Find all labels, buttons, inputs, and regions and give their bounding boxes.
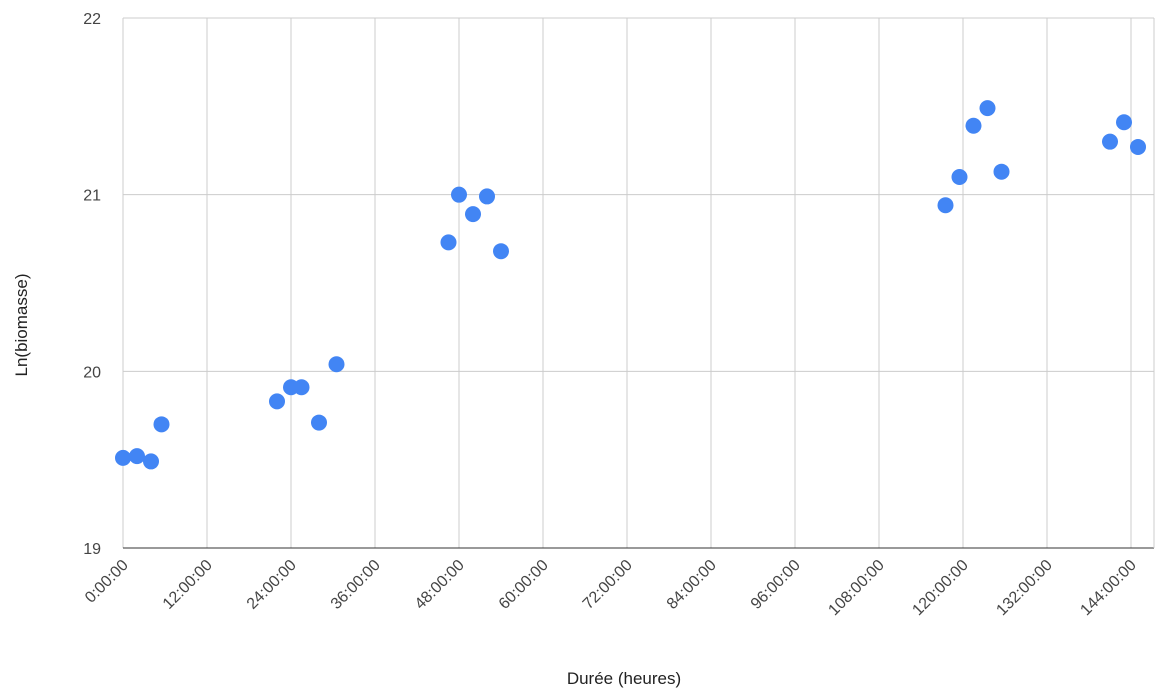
y-tick-label: 22 — [83, 11, 101, 28]
tick-labels: 0:00:00 12:00:00 24:00:00 36:00:00 48:00:00 6… — [82, 11, 1140, 619]
data-point — [993, 163, 1010, 180]
data-point — [1116, 114, 1132, 131]
x-tick-label: 0:00:00 — [82, 557, 132, 607]
data-point — [451, 186, 467, 203]
data-point — [479, 188, 495, 205]
data-point — [440, 234, 457, 251]
x-tick-label: 48:00:00 — [412, 557, 468, 613]
data-point — [328, 356, 345, 373]
x-tick-label: 144:00:00 — [1077, 557, 1139, 619]
data-point — [965, 117, 982, 134]
data-point — [937, 197, 954, 214]
x-axis-title: Durée (heures) — [567, 669, 681, 688]
x-tick-label: 24:00:00 — [244, 557, 300, 613]
x-tick-label: 132:00:00 — [993, 557, 1055, 619]
data-point — [269, 393, 285, 410]
data-point — [1130, 138, 1146, 155]
x-tick-label: 36:00:00 — [328, 557, 384, 613]
data-point — [979, 100, 996, 117]
x-tick-label: 84:00:00 — [664, 557, 720, 613]
y-tick-label: 21 — [83, 188, 101, 205]
x-tick-label: 96:00:00 — [748, 557, 804, 613]
data-point — [493, 243, 509, 260]
x-tick-label: 108:00:00 — [825, 557, 887, 619]
data-point — [311, 414, 327, 431]
x-tick-label: 72:00:00 — [580, 557, 636, 613]
data-point — [143, 453, 159, 470]
data-point — [951, 169, 968, 185]
x-tick-label: 120:00:00 — [909, 557, 971, 619]
data-point — [293, 379, 310, 396]
x-tick-label: 60:00:00 — [496, 557, 552, 613]
data-point — [129, 448, 145, 465]
data-point — [153, 416, 170, 433]
y-tick-label: 19 — [83, 541, 101, 558]
grid — [122, 17, 1155, 549]
y-axis-title: Ln(biomasse) — [12, 274, 31, 377]
data-point — [115, 449, 131, 466]
data-point — [465, 206, 481, 223]
x-tick-label: 12:00:00 — [160, 557, 216, 613]
y-tick-label: 20 — [83, 364, 101, 381]
data-points — [115, 100, 1146, 470]
data-point — [1102, 133, 1118, 150]
